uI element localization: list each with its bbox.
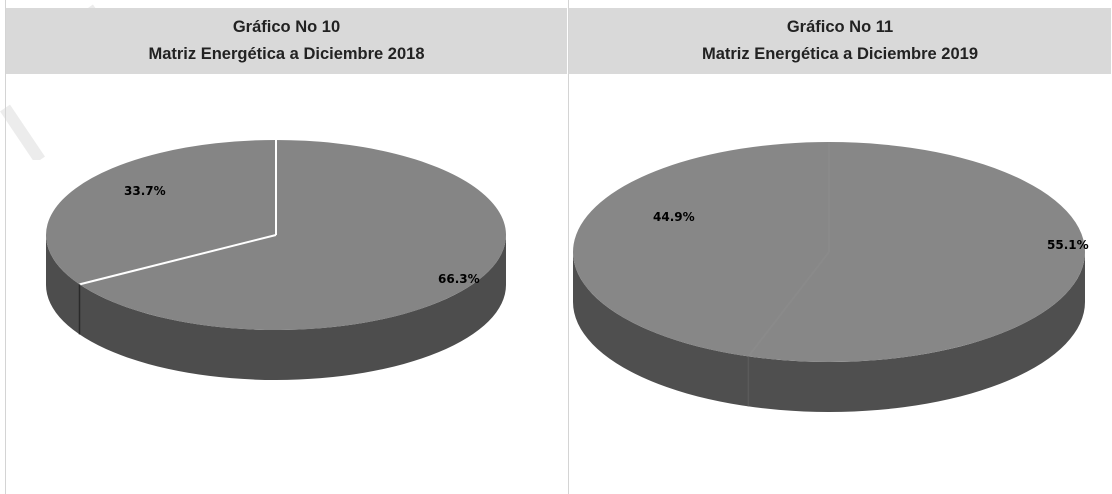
slice-divider [79, 234, 277, 286]
slice-data-label: 55.1% [1047, 238, 1089, 252]
pie-slice [79, 140, 507, 330]
pie-side-wall [46, 235, 506, 380]
pie-side-wall [573, 252, 1085, 412]
chart-subtitle: Matriz Energética a Diciembre 2018 [148, 45, 425, 63]
chart-subtitle: Matriz Energética a Diciembre 2019 [701, 45, 979, 63]
slice-data-label: 33.7% [124, 184, 166, 198]
chart-title: Gráfico No 11 [786, 18, 894, 36]
chart-header: Gráfico No 11 Matriz Energética a Diciem… [569, 8, 1111, 74]
pie-slice [573, 142, 829, 357]
chart-panel-2019: Gráfico No 11 Matriz Energética a Diciem… [568, 0, 1111, 494]
slice-data-label: 66.3% [438, 272, 480, 286]
pie-chart-2019: 55.1% 44.9% [573, 142, 1089, 412]
slice-divider [747, 251, 830, 358]
pie-slice [45, 140, 277, 285]
chart-panel-2018: Gráfico No 10 Matriz Energética a Diciem… [5, 0, 567, 494]
slice-data-label: 44.9% [653, 210, 695, 224]
pie-slice [748, 142, 1085, 362]
chart-header: Gráfico No 10 Matriz Energética a Diciem… [6, 8, 567, 74]
pie-chart-2018: 66.3% 33.7% [45, 140, 507, 380]
chart-title: Gráfico No 10 [232, 18, 341, 36]
